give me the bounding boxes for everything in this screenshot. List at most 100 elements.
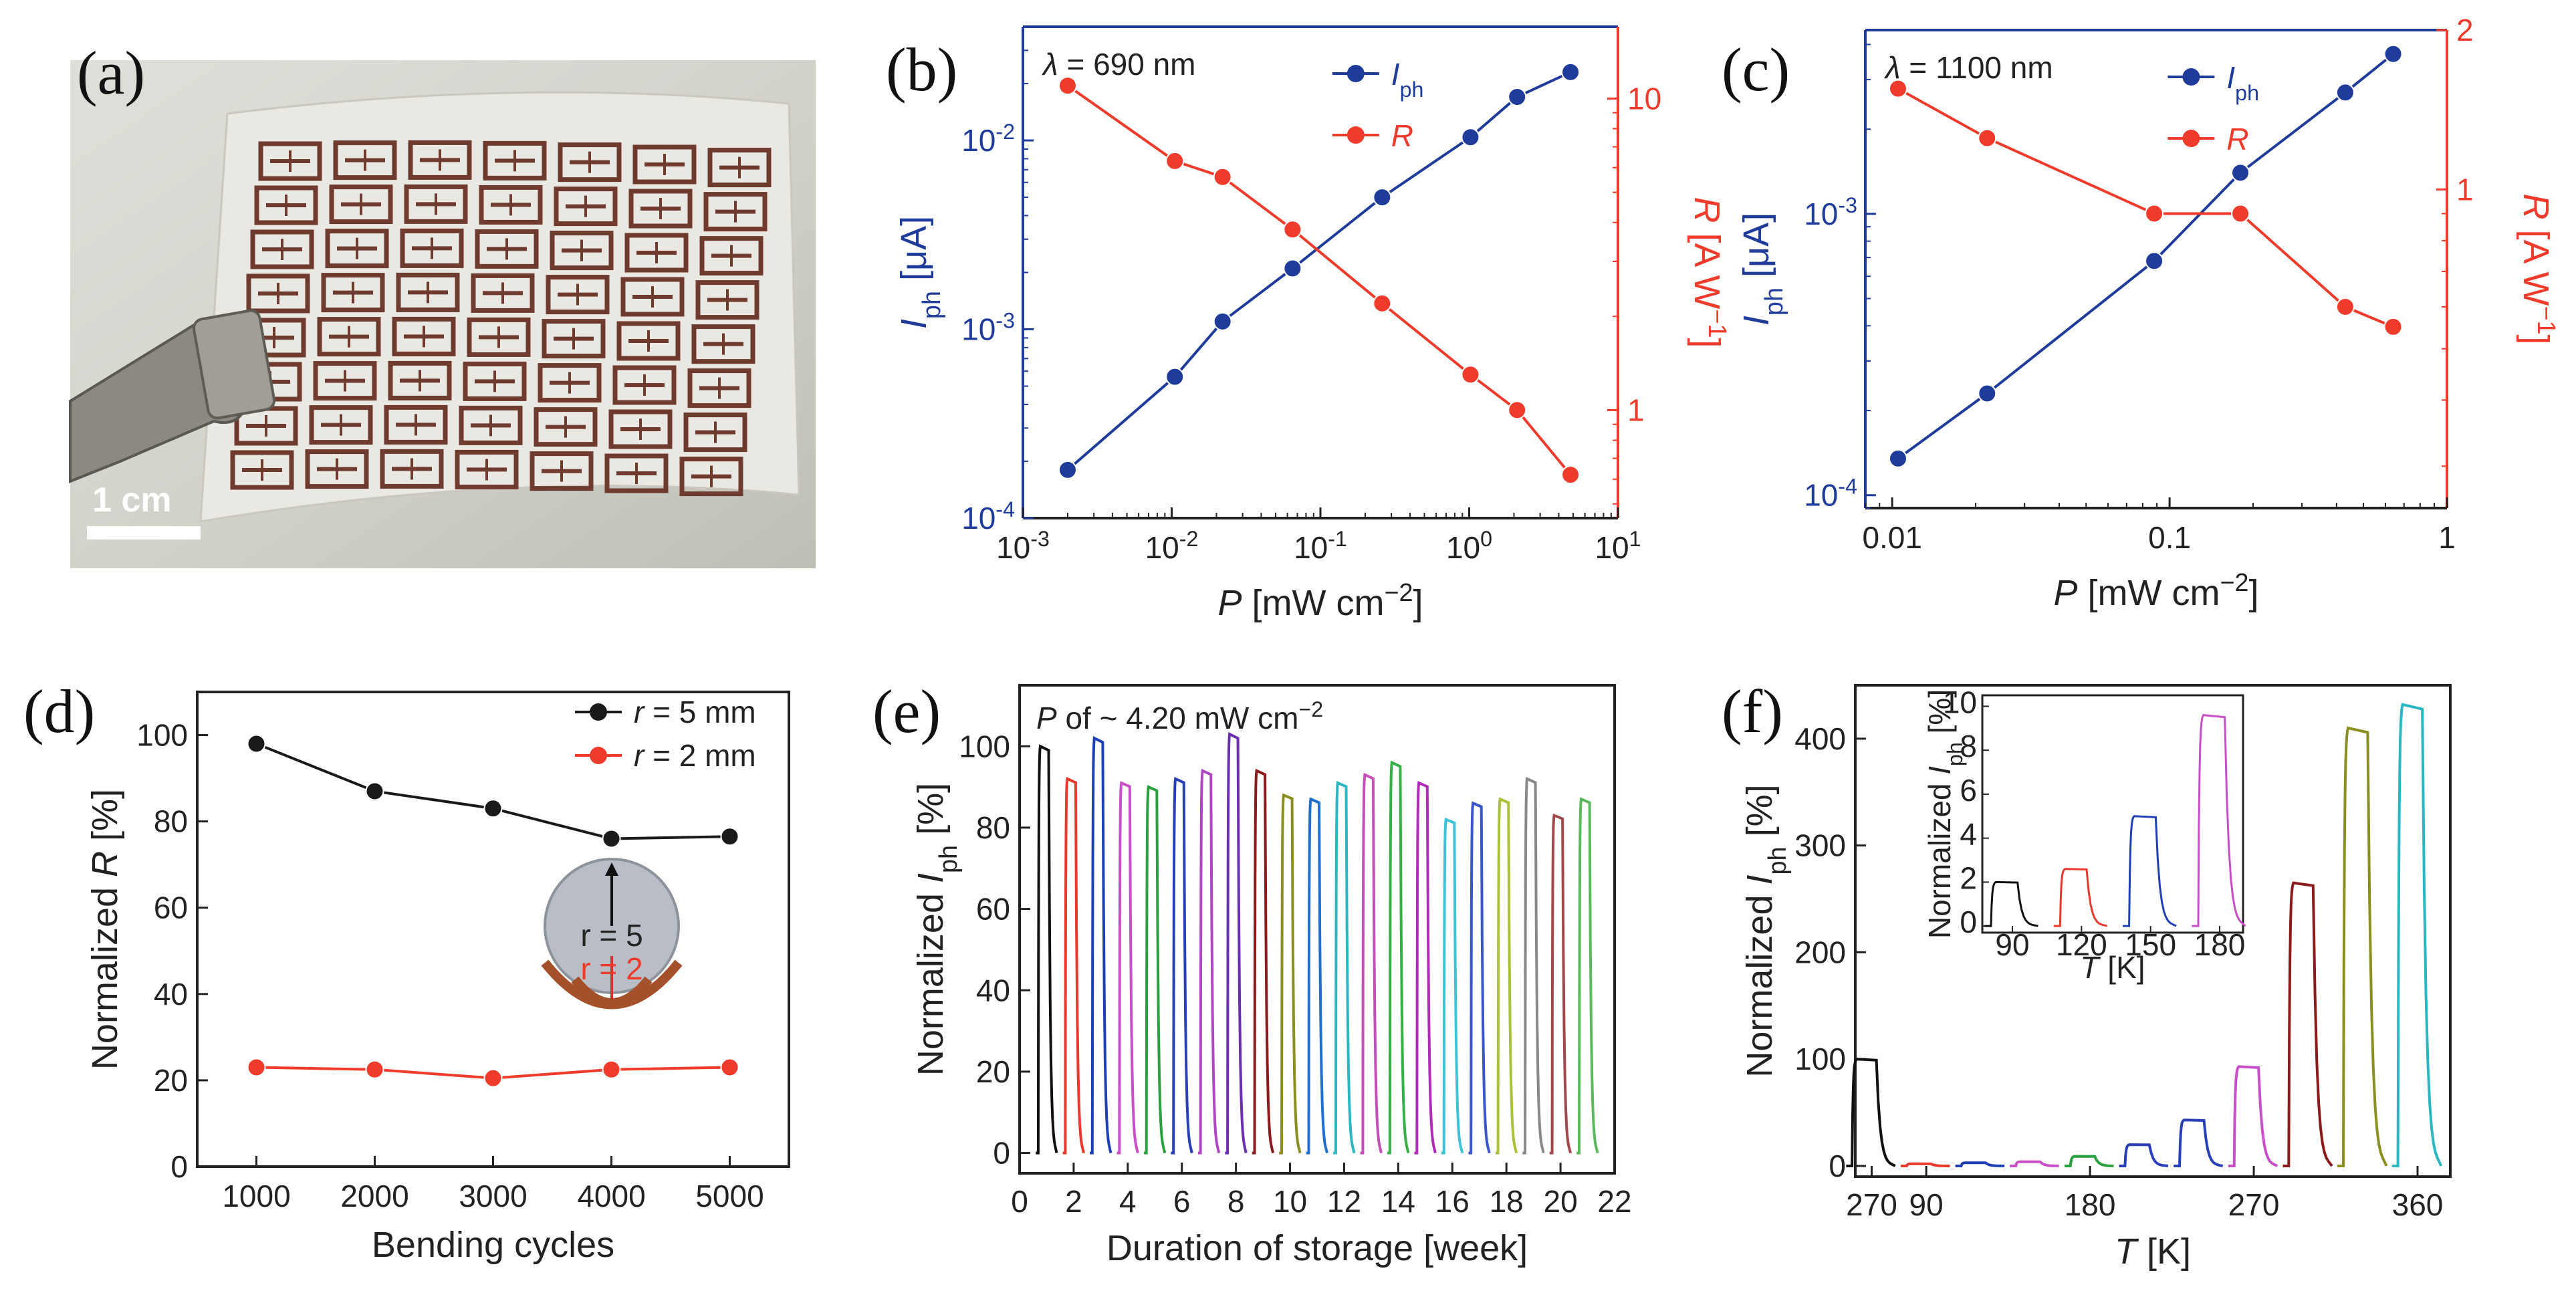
- electrode-pad: [392, 316, 456, 356]
- text-span: -3: [996, 309, 1015, 333]
- iph-series-point: [1283, 259, 1302, 278]
- text-span: = 5 mm: [644, 695, 755, 729]
- text-span: P: [1036, 701, 1057, 735]
- electrode-pad: [471, 273, 535, 313]
- photocurrent-pulse: [1090, 736, 1113, 1155]
- text-span: -3: [1838, 193, 1857, 217]
- photocurrent-pulse: [1549, 813, 1572, 1155]
- electrode-pad: [313, 361, 377, 401]
- text-span: 0.01: [1862, 520, 1922, 555]
- text-span: [%]: [1740, 784, 1780, 846]
- y-tick-label: 60: [154, 891, 188, 925]
- y-tick-label: 0: [993, 1136, 1010, 1171]
- photocurrent-pulse: [1171, 776, 1193, 1155]
- inset-pulse: [1984, 880, 2038, 927]
- legend-marker: [2182, 68, 2200, 86]
- text-span: [μA]: [894, 216, 934, 291]
- text-span: 180: [2194, 927, 2246, 962]
- text-span: −1: [2532, 306, 2560, 334]
- text-span: 90: [1909, 1187, 1944, 1222]
- text-span: I: [894, 319, 934, 329]
- text-span: [mW cm: [2077, 573, 2220, 613]
- text-span: = 690 nm: [1058, 47, 1196, 82]
- temperature-pulse: [2337, 726, 2388, 1167]
- x-tick-label: 2000: [340, 1179, 408, 1213]
- inset-y-tick-label: 2: [1960, 860, 1977, 895]
- panel-label: (e): [872, 677, 941, 745]
- electrode-pad: [628, 189, 693, 229]
- electrode-pad: [683, 412, 747, 453]
- r-series-point: [1213, 167, 1232, 187]
- text-span: 2: [2456, 13, 2474, 47]
- text-span: 20: [976, 1054, 1010, 1089]
- iph-series-point: [1373, 188, 1392, 207]
- text-span: 4000: [577, 1179, 645, 1213]
- text-span: [mW cm: [1242, 583, 1384, 623]
- y-right-tick-label: 2: [2456, 13, 2474, 47]
- x-tick-label: 360: [2392, 1187, 2444, 1222]
- r-series-point: [2145, 204, 2164, 223]
- legend-marker: [1346, 65, 1365, 82]
- text-span: [%]: [911, 783, 951, 845]
- y-tick-label: 100: [136, 718, 188, 753]
- electrode-pad: [475, 229, 539, 269]
- flexible-substrate: [199, 91, 800, 523]
- y-tick-label: 20: [154, 1063, 188, 1098]
- text-span: 400: [1794, 721, 1846, 756]
- y-tick-label: 200: [1794, 935, 1846, 969]
- electrode-pad: [258, 141, 322, 181]
- text-span: −2: [2220, 569, 2248, 597]
- electrode-pad: [325, 229, 389, 269]
- x-tick-label: 0.1: [2148, 520, 2191, 555]
- text-span: -4: [996, 497, 1015, 521]
- text-span: 360: [2392, 1187, 2444, 1222]
- text-span: 0: [993, 1136, 1010, 1171]
- inset-y-axis-label: Normalized Iph [%]: [1922, 689, 1967, 939]
- y-tick-label: 60: [976, 892, 1010, 927]
- text-span: 10: [961, 123, 996, 158]
- x-tick-label: 0.01: [1862, 520, 1922, 555]
- electrode-pad: [254, 185, 318, 225]
- inset-x-axis-label: T [K]: [2080, 950, 2145, 985]
- text-span: 40: [154, 977, 188, 1012]
- y-tick-label: 40: [154, 977, 188, 1012]
- y-right-tick-label: 1: [1627, 392, 1645, 427]
- panel-d: 1000 2000 3000 4000 5000 0 20 40 60 80 100 r = 5 mm…: [23, 677, 790, 1265]
- inset-label-r2: r = 2: [580, 951, 642, 986]
- electrode-pad: [388, 360, 452, 400]
- y-tick-label: 80: [154, 804, 188, 839]
- x-tick-label: 270: [1846, 1187, 1897, 1222]
- photocurrent-pulse: [1252, 768, 1275, 1155]
- r-series-point: [1978, 128, 1997, 148]
- text-span: I: [911, 873, 951, 883]
- y-right-tick-label: 1: [2456, 172, 2474, 207]
- inset-pulse: [2053, 868, 2108, 927]
- photocurrent-pulse: [1576, 797, 1599, 1155]
- text-span: 10: [1627, 81, 1661, 116]
- r-series-point: [1058, 76, 1077, 96]
- text-span: 6: [1960, 773, 1977, 808]
- text-span: λ: [1041, 47, 1058, 82]
- text-span: 10: [1943, 685, 1977, 719]
- text-span: = 1100 nm: [1901, 50, 2053, 85]
- text-span: 10: [1446, 530, 1480, 565]
- x-tick-label: 10-3: [996, 527, 1050, 565]
- text-span: 4: [1119, 1184, 1137, 1219]
- text-span: [K]: [2099, 950, 2145, 985]
- text-span: 180: [2065, 1187, 2116, 1222]
- photocurrent-pulse: [1062, 776, 1085, 1155]
- text-span: 90: [1995, 927, 2029, 962]
- text-span: r = 2: [580, 951, 642, 986]
- text-span: Normalized: [85, 877, 125, 1070]
- electrode-pad: [384, 404, 448, 445]
- text-span: [%]: [85, 789, 125, 851]
- text-span: 120: [2056, 927, 2107, 962]
- electrode-pad: [309, 405, 373, 445]
- y-tick-label: 300: [1794, 828, 1846, 863]
- legend-marker: [590, 747, 607, 764]
- legend-marker: [2182, 130, 2200, 147]
- text-span: 80: [154, 804, 188, 839]
- y-axis-label: Normalized R [%]: [85, 789, 125, 1070]
- text-span: 20: [1544, 1184, 1578, 1219]
